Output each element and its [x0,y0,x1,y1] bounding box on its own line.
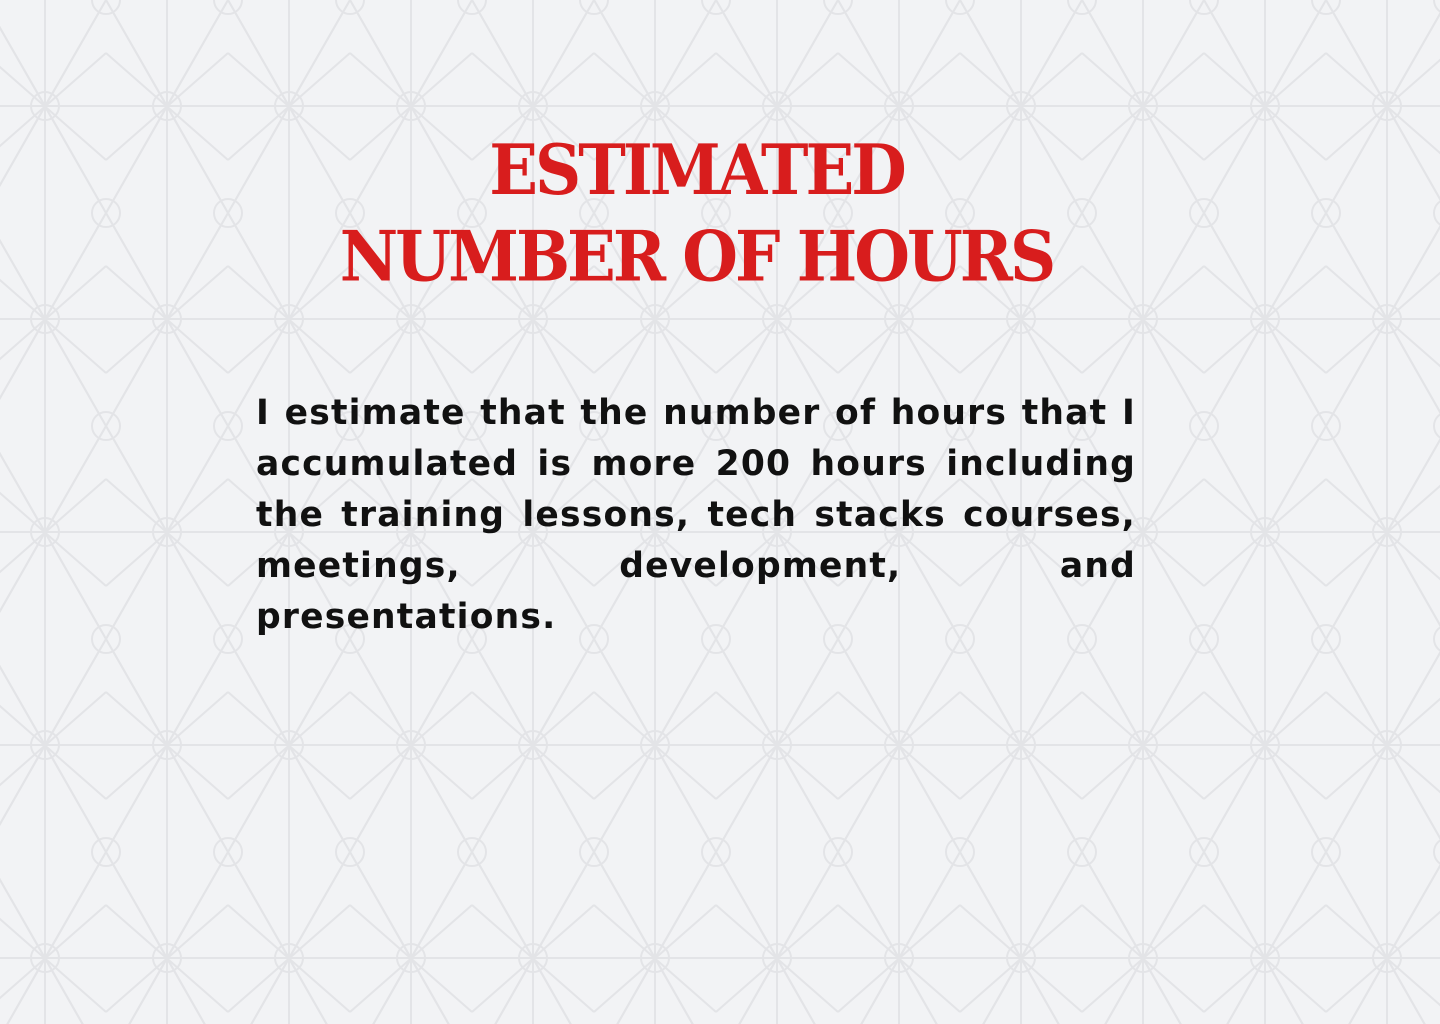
body-paragraph: I estimate that the number of hours that… [256,393,1136,637]
slide-title: ESTIMATED NUMBER OF HOURS [0,128,1393,301]
title-line-2: NUMBER OF HOURS [339,216,1056,298]
title-line-1: ESTIMATED [489,130,906,212]
